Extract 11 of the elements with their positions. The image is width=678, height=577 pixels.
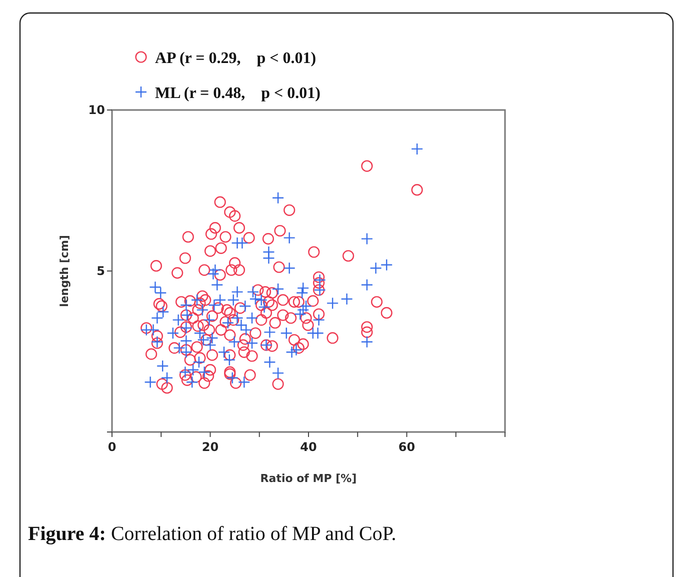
caption: Figure 4: Correlation of ratio of MP and CoP.	[28, 523, 396, 545]
y-axis-title: length [cm]	[58, 235, 71, 307]
legend-label: ML (r = 0.48, p < 0.01)	[155, 85, 320, 102]
x-tick-label: 0	[108, 440, 116, 454]
x-tick-label: 40	[300, 440, 317, 454]
y-tick-label: 10	[88, 103, 105, 117]
x-tick-label: 60	[398, 440, 416, 454]
y-tick-label: 5	[96, 264, 105, 278]
legend-label: AP (r = 0.29, p < 0.01)	[155, 50, 316, 67]
x-axis-title: Ratio of MP [%]	[260, 472, 357, 485]
x-tick-label: 20	[202, 440, 219, 454]
